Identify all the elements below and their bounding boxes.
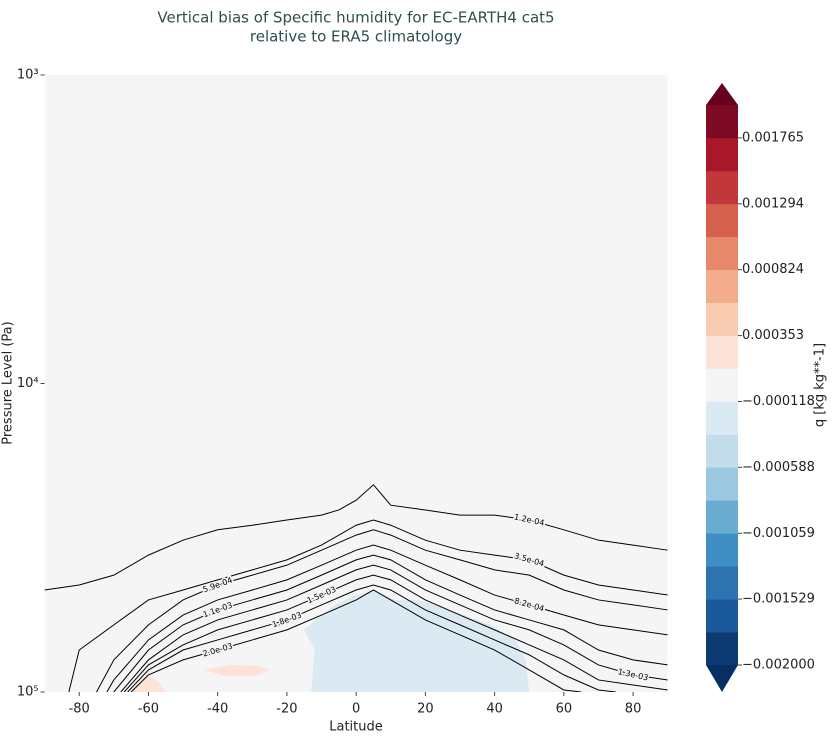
x-tick-label: 40 bbox=[486, 702, 503, 717]
plot-background bbox=[44, 75, 668, 692]
chart-title: relative to ERA5 climatology bbox=[250, 28, 462, 46]
plot-area: 1.2e-043.5e-045.9e-048.2e-041.1e-031.3e-… bbox=[44, 75, 668, 692]
colorbar-band bbox=[706, 170, 738, 205]
colorbar-tick-label: 0.000824 bbox=[742, 262, 804, 277]
x-tick-label: -80 bbox=[69, 702, 90, 717]
colorbar-extend-max bbox=[706, 83, 738, 105]
contour-line bbox=[130, 589, 582, 692]
colorbar-band bbox=[706, 599, 738, 633]
colorbar-band bbox=[706, 401, 738, 435]
x-tick-label: 60 bbox=[556, 702, 573, 717]
colorbar-band bbox=[706, 269, 738, 303]
colorbar-band bbox=[706, 203, 738, 238]
contour-line bbox=[106, 544, 668, 692]
colorbar-tick-label: 0.001294 bbox=[742, 196, 804, 211]
colorbar-tick-label: −0.001059 bbox=[742, 526, 815, 541]
colorbar-extend-min bbox=[706, 665, 738, 692]
contour-line bbox=[96, 529, 668, 692]
colorbar-band bbox=[706, 467, 738, 501]
contour-line bbox=[68, 519, 668, 692]
colorbar-band bbox=[706, 500, 738, 534]
colorbar-tick-label: −0.001529 bbox=[742, 592, 815, 607]
y-tick-label: 10³ bbox=[17, 68, 39, 83]
colorbar-tick-label: 0.001765 bbox=[742, 130, 804, 145]
y-tick-label: 10⁵ bbox=[17, 685, 39, 700]
colorbar-tick-label: −0.000118 bbox=[742, 394, 815, 409]
contour-line bbox=[44, 484, 668, 591]
filled-region bbox=[304, 589, 530, 692]
contour-line bbox=[123, 574, 668, 692]
colorbar-band bbox=[706, 434, 738, 468]
x-tick-label: 80 bbox=[625, 702, 642, 717]
y-tick-label: 10⁴ bbox=[17, 376, 39, 391]
colorbar-tick-label: 0.000353 bbox=[742, 328, 804, 343]
colorbar-tick-label: −0.002000 bbox=[742, 658, 815, 673]
contour-line bbox=[127, 584, 616, 692]
colorbar-band bbox=[706, 302, 738, 336]
colorbar-band bbox=[706, 335, 738, 369]
chart-title: Vertical bias of Specific humidity for E… bbox=[157, 9, 554, 27]
colorbar-band bbox=[706, 368, 738, 402]
contour-line bbox=[120, 564, 668, 692]
contour-line bbox=[113, 554, 668, 692]
colorbar-band bbox=[706, 137, 738, 172]
filled-region bbox=[131, 674, 166, 692]
colorbar-band bbox=[706, 236, 738, 271]
colorbar-band bbox=[706, 566, 738, 600]
x-tick-label: -20 bbox=[276, 702, 297, 717]
colorbar-label: q [kg kg**-1] bbox=[813, 343, 828, 427]
colorbar-band bbox=[706, 632, 738, 666]
x-tick-label: -60 bbox=[138, 702, 159, 717]
x-tick-label: -40 bbox=[207, 702, 228, 717]
y-axis-label: Pressure Level (Pa) bbox=[1, 321, 16, 444]
x-axis-label: Latitude bbox=[329, 720, 383, 735]
colorbar-band bbox=[706, 533, 738, 567]
colorbar-tick-label: −0.000588 bbox=[742, 460, 815, 475]
filled-region bbox=[203, 664, 270, 676]
x-tick-label: 0 bbox=[352, 702, 360, 717]
colorbar-band bbox=[706, 105, 738, 139]
x-tick-label: 20 bbox=[417, 702, 434, 717]
